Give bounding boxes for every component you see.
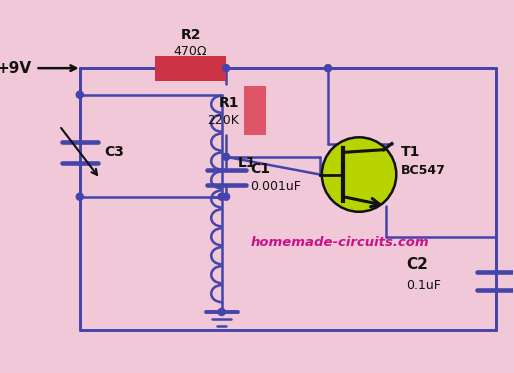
Circle shape (76, 193, 83, 200)
Text: C1: C1 (250, 162, 270, 176)
Text: 0.1uF: 0.1uF (406, 279, 441, 292)
Circle shape (218, 193, 225, 200)
Text: 0.001uF: 0.001uF (250, 180, 301, 193)
Text: homemade-circuits.com: homemade-circuits.com (251, 236, 430, 249)
Text: L1: L1 (237, 156, 256, 170)
Text: BC547: BC547 (401, 164, 446, 176)
Bar (155, 56, 226, 81)
Circle shape (218, 308, 225, 316)
Bar (244, 86, 266, 135)
Text: +9V: +9V (0, 61, 31, 76)
Text: 220K: 220K (208, 115, 240, 128)
Circle shape (324, 65, 332, 72)
Text: 470Ω: 470Ω (174, 44, 207, 57)
Circle shape (223, 65, 230, 72)
Circle shape (223, 193, 230, 200)
Text: R1: R1 (219, 96, 240, 110)
Circle shape (76, 91, 83, 98)
Circle shape (322, 137, 396, 212)
Text: T1: T1 (401, 145, 420, 159)
Text: C2: C2 (406, 257, 428, 272)
Text: C3: C3 (105, 145, 124, 159)
Text: R2: R2 (180, 28, 201, 41)
Circle shape (223, 153, 230, 160)
